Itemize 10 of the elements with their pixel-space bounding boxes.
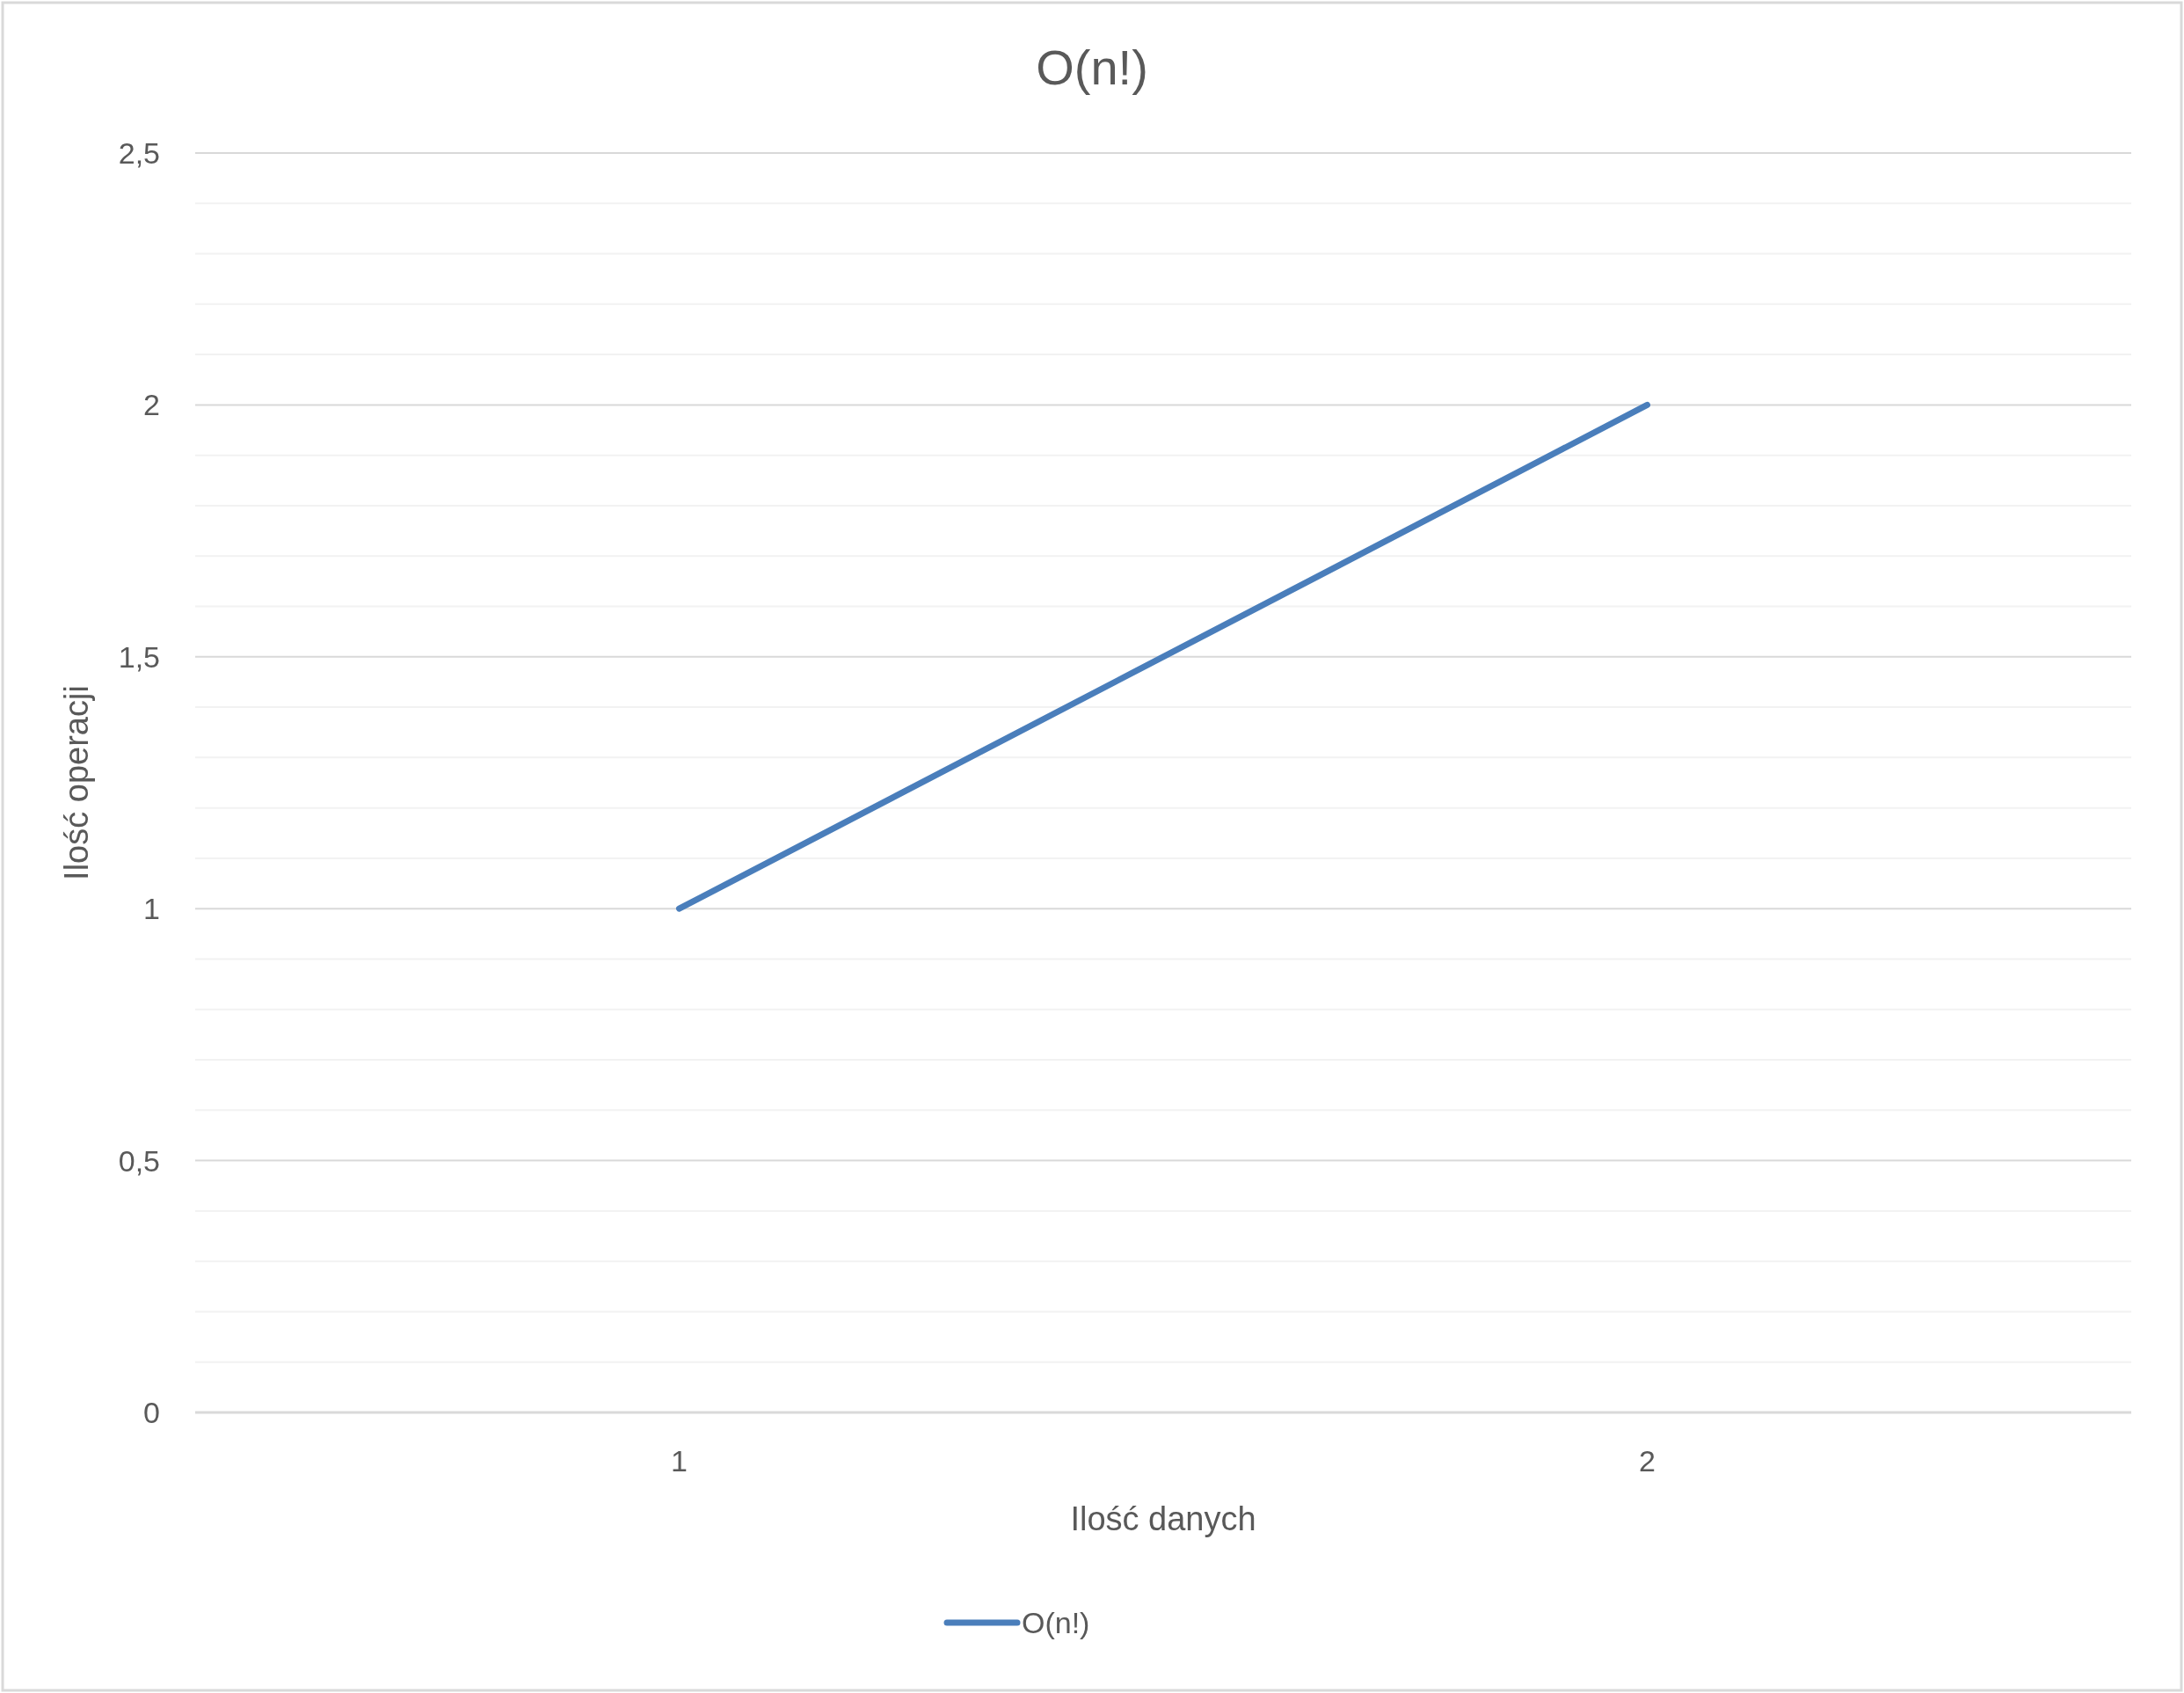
y-axis-title: Ilość operacji — [58, 685, 95, 880]
legend-label: O(n!) — [1022, 1605, 1090, 1639]
x-axis-title: Ilość danych — [1070, 1500, 1256, 1537]
y-tick-label: 0,5 — [118, 1143, 160, 1178]
y-tick-label: 1,5 — [118, 639, 160, 674]
y-tick-label: 2,5 — [118, 135, 160, 170]
y-tick-label: 0 — [143, 1395, 160, 1429]
chart-title: O(n!) — [1036, 40, 1148, 95]
y-tick-label: 2 — [143, 388, 160, 422]
y-tick-label: 1 — [143, 892, 160, 926]
